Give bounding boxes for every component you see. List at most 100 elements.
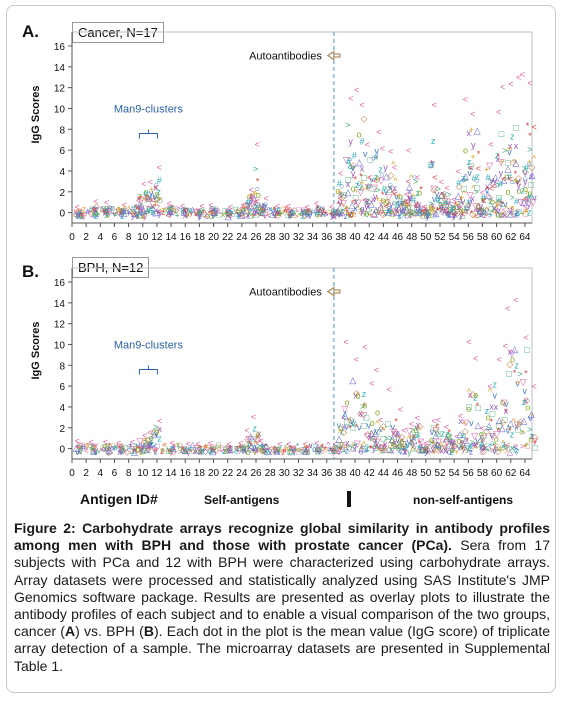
data-point: z xyxy=(416,429,421,439)
data-point: o xyxy=(410,445,415,454)
data-point: ◇ xyxy=(387,170,394,180)
data-point: ^ xyxy=(345,205,349,214)
data-point: o xyxy=(306,447,311,457)
data-point: v xyxy=(107,443,112,453)
data-point: x xyxy=(120,205,125,215)
data-point: △ xyxy=(120,207,127,217)
data-point: ◇ xyxy=(409,432,416,442)
data-point: < xyxy=(496,107,501,117)
data-point: o xyxy=(517,186,522,196)
data-point: □ xyxy=(479,207,485,217)
data-point: z xyxy=(366,196,371,206)
data-point: △ xyxy=(512,158,519,168)
data-point: x xyxy=(364,195,369,205)
data-point: △ xyxy=(181,206,188,216)
data-point: < xyxy=(439,177,444,187)
x-tick-label: 58 xyxy=(477,232,489,243)
data-point: + xyxy=(368,211,373,220)
data-point: o xyxy=(417,188,422,198)
figure-frame xyxy=(6,5,556,693)
data-point: * xyxy=(76,443,80,453)
data-point: * xyxy=(375,442,379,452)
data-point: + xyxy=(237,208,242,218)
data-point: o xyxy=(135,444,140,454)
data-point: > xyxy=(210,445,215,455)
data-point: o xyxy=(446,208,451,217)
data-point: △ xyxy=(272,206,279,216)
data-point: ▽ xyxy=(395,206,402,215)
data-point: + xyxy=(184,211,189,221)
data-point: ^ xyxy=(332,445,337,455)
x-tick-label: 4 xyxy=(98,468,104,479)
data-point: + xyxy=(261,204,266,214)
data-point: * xyxy=(449,441,453,451)
data-point: ○ xyxy=(347,154,352,164)
data-point: ○ xyxy=(412,172,417,182)
data-point: △ xyxy=(521,197,528,207)
data-point: x xyxy=(368,432,373,442)
data-point: ^ xyxy=(496,199,501,209)
data-point: * xyxy=(407,194,411,204)
data-point: < xyxy=(367,172,372,182)
data-point: + xyxy=(375,193,380,203)
x-tick-label: 16 xyxy=(180,468,192,479)
data-point: < xyxy=(263,194,268,204)
data-point: x xyxy=(471,439,476,449)
data-point: ○ xyxy=(410,211,415,220)
data-point: < xyxy=(409,419,414,429)
data-point: z xyxy=(389,445,394,455)
data-point: o xyxy=(345,398,350,408)
data-point: ^ xyxy=(90,210,95,220)
data-point: ▽ xyxy=(386,192,393,202)
data-point: z xyxy=(235,443,239,452)
data-point: ◇ xyxy=(469,389,476,399)
data-point: v xyxy=(237,209,242,219)
data-point: > xyxy=(402,443,407,453)
data-point: z xyxy=(333,443,338,453)
data-point: □ xyxy=(436,206,441,215)
data-point: * xyxy=(273,444,277,454)
data-point: * xyxy=(346,208,350,218)
x-tick-label: 18 xyxy=(194,232,206,243)
data-point: # xyxy=(337,179,342,189)
data-point: x xyxy=(289,208,294,218)
data-point: < xyxy=(395,443,400,452)
data-point: x xyxy=(342,422,347,432)
data-point: o xyxy=(149,433,154,443)
data-point: # xyxy=(467,443,472,452)
data-point: z xyxy=(355,180,360,190)
data-point: < xyxy=(148,177,153,187)
data-point: ^ xyxy=(353,188,358,198)
data-point: * xyxy=(460,439,464,449)
data-point: ▽ xyxy=(498,210,505,219)
y-tick-label: 6 xyxy=(59,382,65,393)
data-point: < xyxy=(314,438,319,448)
data-point: o xyxy=(241,205,246,215)
data-point: □ xyxy=(506,368,512,378)
data-point: < xyxy=(227,439,232,449)
data-point: v xyxy=(188,444,192,453)
data-point: v xyxy=(75,447,80,457)
data-point: < xyxy=(306,206,311,216)
data-point: < xyxy=(391,187,396,197)
data-point: * xyxy=(436,206,439,215)
data-point: o xyxy=(305,206,310,216)
data-point: ◇ xyxy=(194,206,201,216)
data-point: □ xyxy=(368,155,374,165)
y-tick-label: 16 xyxy=(54,278,66,289)
data-point: v xyxy=(317,446,322,456)
data-point: * xyxy=(133,203,137,213)
data-point: > xyxy=(224,444,229,454)
data-point: # xyxy=(360,136,365,146)
data-point: △ xyxy=(475,420,482,430)
data-point: y xyxy=(348,136,353,146)
data-point: ▽ xyxy=(464,443,471,452)
data-point: x xyxy=(337,442,341,451)
data-point: < xyxy=(401,425,406,435)
data-point: □ xyxy=(134,204,140,214)
data-point: * xyxy=(418,438,422,448)
data-point: ◇ xyxy=(244,434,251,444)
data-point: v xyxy=(188,206,192,215)
data-point: □ xyxy=(411,430,417,440)
data-point: > xyxy=(527,425,532,435)
